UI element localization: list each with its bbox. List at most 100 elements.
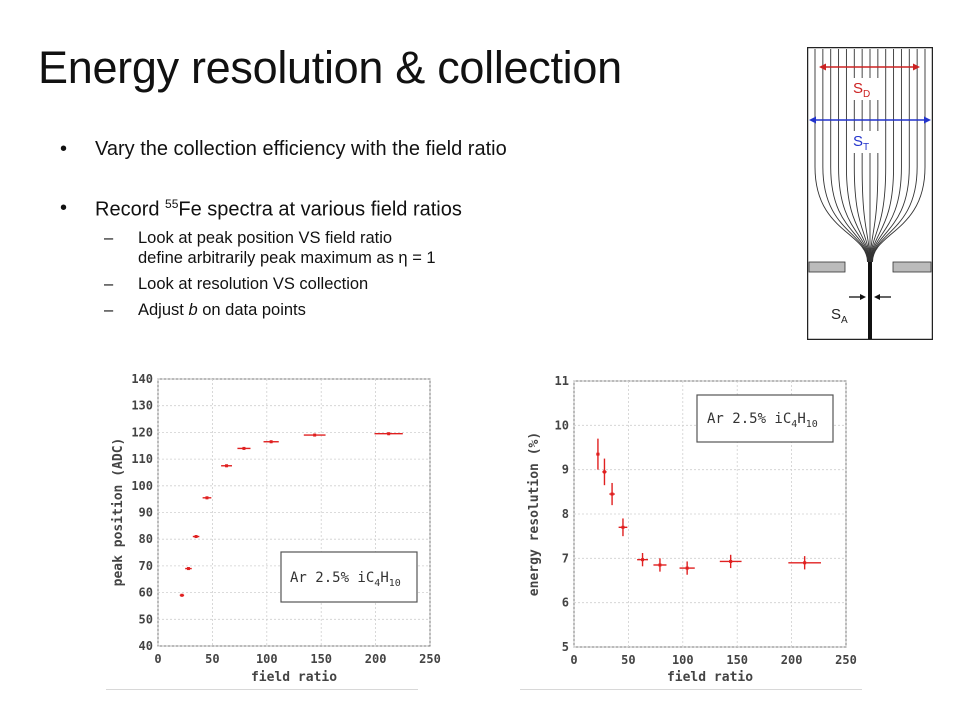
isotope-superscript: 55 bbox=[165, 197, 179, 211]
x-tick-label: 50 bbox=[205, 652, 219, 666]
y-tick-label: 9 bbox=[562, 463, 569, 477]
data-marker bbox=[186, 567, 190, 571]
legend: Ar 2.5% iC4H10 bbox=[696, 394, 834, 443]
st-arrowhead-left bbox=[809, 116, 816, 124]
y-tick-label: 70 bbox=[139, 559, 153, 573]
data-marker bbox=[658, 563, 662, 567]
y-tick-label: 10 bbox=[555, 418, 569, 432]
chart-baseline-left bbox=[106, 689, 418, 690]
bullet-text-pre: Record bbox=[95, 198, 166, 221]
y-tick-label: 8 bbox=[562, 507, 569, 521]
bullet-item: • Vary the collection efficiency with th… bbox=[60, 138, 780, 161]
data-point bbox=[618, 518, 628, 537]
data-marker bbox=[205, 496, 209, 500]
bullet-glyph: • bbox=[60, 197, 68, 219]
field-lines bbox=[814, 49, 926, 263]
sd-arrowhead-left bbox=[819, 63, 826, 71]
right-plate bbox=[892, 261, 932, 273]
field-line bbox=[870, 49, 887, 263]
legend-label: Ar 2.5% iC4H10 bbox=[707, 411, 818, 430]
y-tick-label: 140 bbox=[131, 372, 153, 386]
field-line-svg: SD ST SA bbox=[806, 46, 934, 341]
bullet-glyph: • bbox=[60, 138, 68, 160]
y-axis-label: peak position (ADC) bbox=[111, 438, 126, 587]
field-line bbox=[869, 49, 879, 263]
field-line bbox=[872, 49, 926, 263]
data-point bbox=[637, 553, 648, 567]
dash-glyph: – bbox=[104, 300, 114, 319]
data-point bbox=[719, 554, 742, 569]
x-axis-label: field ratio bbox=[251, 670, 337, 685]
data-marker bbox=[313, 433, 317, 437]
x-axis-label: field ratio bbox=[667, 670, 753, 685]
sd-arrowhead-right bbox=[913, 63, 920, 71]
sub-bullet-text: Look at resolution VS collection bbox=[138, 274, 369, 293]
grid bbox=[573, 380, 847, 648]
bullet-list: • Vary the collection efficiency with th… bbox=[60, 138, 780, 320]
bullet-item: • Record 55Fe spectra at various field r… bbox=[60, 197, 780, 222]
sa-arrowhead-left bbox=[860, 294, 866, 300]
field-line bbox=[838, 49, 870, 263]
data-marker bbox=[180, 593, 184, 597]
data-point bbox=[609, 482, 615, 506]
st-label-bg bbox=[849, 131, 879, 153]
x-tick-label: 0 bbox=[154, 652, 161, 666]
data-marker bbox=[729, 559, 733, 563]
data-points bbox=[179, 432, 403, 597]
data-point bbox=[202, 496, 212, 500]
y-tick-label: 50 bbox=[139, 612, 153, 626]
field-line bbox=[830, 49, 869, 263]
data-marker bbox=[596, 452, 600, 456]
sd-label-bg bbox=[849, 78, 879, 100]
energy-resolution-chart: 0 50 100 150 200 250 5 6 7 8 9 10 11 field ratio ene… bbox=[520, 368, 870, 690]
field-line bbox=[861, 49, 871, 263]
tick-labels: 0 50 100 150 200 250 40 50 60 70 80 90 100 110 120 130 1… bbox=[131, 372, 441, 666]
field-line bbox=[845, 49, 870, 263]
data-point bbox=[192, 535, 200, 539]
x-tick-label: 50 bbox=[621, 653, 635, 667]
y-tick-label: 80 bbox=[139, 532, 153, 546]
data-point bbox=[374, 432, 403, 436]
y-tick-label: 11 bbox=[555, 374, 569, 388]
sub-bullet-text-continued: define arbitrarily peak maximum as η = 1 bbox=[138, 248, 436, 267]
data-marker bbox=[194, 535, 198, 539]
legend-box bbox=[280, 551, 418, 603]
bullet-text-post: Fe spectra at various field ratios bbox=[178, 198, 462, 221]
data-point bbox=[221, 464, 232, 468]
legend-label: Ar 2.5% iC4H10 bbox=[290, 570, 401, 589]
y-tick-label: 5 bbox=[562, 640, 569, 654]
y-tick-label: 100 bbox=[131, 479, 153, 493]
data-point bbox=[679, 561, 695, 575]
data-point bbox=[185, 567, 192, 571]
field-line bbox=[870, 49, 895, 263]
data-point bbox=[237, 446, 251, 450]
x-tick-label: 200 bbox=[365, 652, 387, 666]
sa-label: SA bbox=[831, 306, 848, 326]
left-plate bbox=[808, 261, 846, 273]
data-point bbox=[653, 558, 667, 572]
legend-box bbox=[696, 394, 834, 443]
y-tick-label: 120 bbox=[131, 425, 153, 439]
y-tick-label: 40 bbox=[139, 639, 153, 653]
tick-labels: 0 50 100 150 200 250 5 6 7 8 9 10 11 bbox=[555, 374, 857, 667]
legend: Ar 2.5% iC4H10 bbox=[280, 551, 418, 603]
data-marker bbox=[621, 525, 625, 529]
data-marker bbox=[269, 440, 273, 444]
sa-arrowhead-right bbox=[874, 294, 880, 300]
st-arrowhead-right bbox=[924, 116, 931, 124]
dash-glyph: – bbox=[104, 228, 114, 247]
data-point bbox=[596, 438, 600, 470]
field-line bbox=[870, 49, 902, 263]
data-points bbox=[596, 438, 821, 575]
sub-bullet-item: – Adjust b on data points bbox=[60, 300, 780, 320]
peak-position-svg: 0 50 100 150 200 250 40 50 60 70 80 90 100 110 120 130 1… bbox=[111, 372, 441, 685]
data-point bbox=[179, 593, 185, 597]
data-marker bbox=[803, 561, 807, 565]
y-tick-label: 90 bbox=[139, 506, 153, 520]
bullet-text: Vary the collection efficiency with the … bbox=[95, 138, 507, 160]
data-point bbox=[602, 458, 607, 486]
x-tick-label: 150 bbox=[726, 653, 748, 667]
y-tick-label: 60 bbox=[139, 586, 153, 600]
data-point bbox=[788, 556, 821, 570]
energy-resolution-svg: 0 50 100 150 200 250 5 6 7 8 9 10 11 field ratio ene… bbox=[527, 374, 857, 685]
